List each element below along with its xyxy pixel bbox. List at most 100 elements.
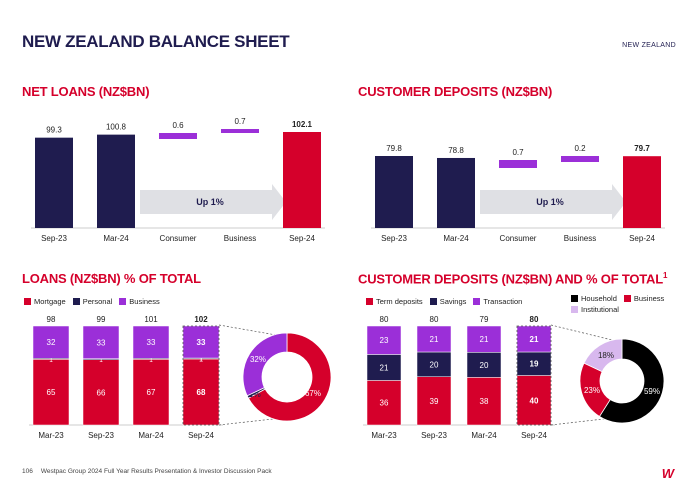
delta-bar bbox=[221, 129, 259, 133]
delta-bar bbox=[159, 133, 197, 139]
pie-label: 18% bbox=[598, 351, 614, 360]
x-tick-label: Sep-24 bbox=[629, 234, 655, 243]
total-label: 98 bbox=[47, 315, 56, 324]
x-tick-label: Business bbox=[564, 234, 596, 243]
segment-label: 1 bbox=[49, 357, 53, 364]
bar bbox=[35, 137, 73, 228]
pie-slice bbox=[598, 338, 665, 424]
total-label: 80 bbox=[380, 315, 389, 324]
connector-line bbox=[550, 324, 613, 341]
total-label: 80 bbox=[530, 315, 539, 324]
x-tick-label: Mar-24 bbox=[443, 234, 469, 243]
legend-savings: Savings bbox=[429, 297, 466, 306]
data-label: 78.8 bbox=[448, 146, 464, 155]
legend-pie-business: Business bbox=[623, 294, 664, 303]
data-label: 100.8 bbox=[106, 123, 127, 132]
footer: 106 Westpac Group 2024 Full Year Results … bbox=[22, 468, 280, 475]
segment-label: 21 bbox=[530, 335, 539, 344]
pie-slice bbox=[242, 332, 288, 397]
x-tick-label: Sep-24 bbox=[521, 431, 547, 440]
total-label: 101 bbox=[144, 315, 158, 324]
segment-label: 23 bbox=[380, 336, 389, 345]
stacked-segment bbox=[182, 325, 220, 359]
segment-label: 40 bbox=[530, 396, 539, 405]
x-tick-label: Mar-24 bbox=[103, 234, 129, 243]
segment-label: 1 bbox=[99, 357, 103, 364]
x-tick-label: Sep-24 bbox=[289, 234, 315, 243]
segment-label: 66 bbox=[97, 388, 106, 397]
stacked-segment bbox=[416, 376, 452, 426]
data-label: 79.7 bbox=[634, 144, 650, 153]
stacked-segment bbox=[32, 359, 70, 426]
stacked-segment bbox=[82, 325, 120, 359]
segment-label: 33 bbox=[97, 338, 106, 347]
pie-legend: Household Business Institutional bbox=[571, 294, 671, 314]
legend-swatch bbox=[571, 306, 578, 313]
legend-swatch bbox=[72, 298, 80, 305]
growth-arrow bbox=[140, 184, 286, 220]
highlight-box bbox=[182, 325, 220, 426]
x-tick-label: Mar-24 bbox=[138, 431, 164, 440]
legend-mortgage: Mortgage bbox=[24, 297, 66, 306]
segment-label: 20 bbox=[480, 361, 489, 370]
stacked-segment bbox=[466, 325, 502, 353]
legend-swatch bbox=[24, 298, 31, 305]
x-tick-label: Sep-23 bbox=[421, 431, 447, 440]
bar bbox=[437, 157, 475, 228]
page-title: NEW ZEALAND BALANCE SHEET bbox=[22, 32, 290, 51]
bar bbox=[375, 156, 413, 228]
x-tick-label: Mar-23 bbox=[38, 431, 64, 440]
stacked-segment bbox=[82, 359, 120, 426]
stacked-segment bbox=[132, 325, 170, 359]
loans-pct-title: LOANS (NZ$BN) % OF TOTAL bbox=[22, 271, 201, 286]
net-loans-title: NET LOANS (NZ$BN) bbox=[22, 84, 150, 99]
segment-label: 39 bbox=[430, 397, 439, 406]
x-tick-label: Mar-24 bbox=[471, 431, 497, 440]
legend-personal: Personal bbox=[72, 297, 112, 306]
footnote-marker: 1 bbox=[662, 271, 668, 280]
growth-annotation: Up 1% bbox=[536, 197, 564, 207]
data-label: 79.8 bbox=[386, 144, 402, 153]
bar bbox=[283, 132, 321, 228]
stacked-segment bbox=[416, 325, 452, 353]
page-number: 106 bbox=[22, 468, 33, 475]
segment-label: 20 bbox=[430, 360, 439, 369]
segment-label: 32 bbox=[47, 338, 56, 347]
stacked-segment bbox=[182, 358, 220, 426]
data-label: 0.6 bbox=[172, 121, 184, 130]
segment-label: 33 bbox=[147, 338, 156, 347]
legend-swatch bbox=[429, 298, 437, 305]
data-label: 102.1 bbox=[292, 120, 313, 129]
data-label: 0.7 bbox=[234, 117, 246, 126]
stacked-segment bbox=[132, 359, 170, 426]
x-tick-label: Consumer bbox=[160, 234, 197, 243]
data-label: 0.7 bbox=[512, 148, 524, 157]
growth-arrow bbox=[480, 184, 626, 220]
connector-line bbox=[218, 324, 283, 337]
pie-label: 32% bbox=[250, 355, 266, 364]
segment-label: 33 bbox=[197, 338, 206, 347]
total-label: 79 bbox=[480, 315, 489, 324]
connector-line bbox=[218, 417, 283, 426]
legend-term-deposits: Term deposits bbox=[366, 297, 423, 306]
segment-label: 21 bbox=[430, 335, 439, 344]
legend-institutional: Institutional bbox=[571, 305, 619, 314]
x-tick-label: Sep-23 bbox=[88, 431, 114, 440]
loans-legend: Mortgage Personal Business bbox=[24, 297, 167, 306]
pie-label: 23% bbox=[584, 386, 600, 395]
x-tick-label: Consumer bbox=[500, 234, 537, 243]
deposits-legend: Term deposits Savings Transaction bbox=[366, 297, 529, 306]
legend-household: Household bbox=[571, 294, 617, 303]
deposits-pct-title: CUSTOMER DEPOSITS (NZ$BN) AND % OF TOTAL… bbox=[358, 271, 668, 287]
pie-slice bbox=[583, 338, 623, 373]
stacked-segment bbox=[366, 325, 402, 355]
x-tick-label: Business bbox=[224, 234, 256, 243]
total-label: 99 bbox=[97, 315, 106, 324]
segment-label: 1 bbox=[149, 357, 153, 364]
delta-bar bbox=[499, 160, 537, 168]
legend-swatch bbox=[473, 298, 481, 305]
data-label: 0.2 bbox=[574, 144, 586, 153]
x-tick-label: Sep-23 bbox=[41, 234, 67, 243]
connector-line bbox=[550, 417, 613, 426]
total-label: 80 bbox=[430, 315, 439, 324]
